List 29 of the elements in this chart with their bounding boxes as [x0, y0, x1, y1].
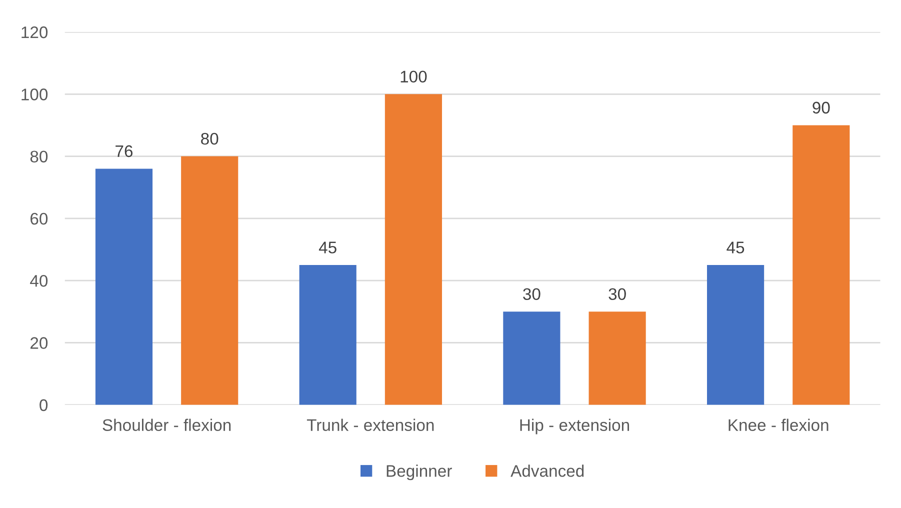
data-label: 90 — [812, 102, 830, 114]
y-tick-label: 40 — [30, 274, 48, 287]
y-tick-label: 0 — [40, 399, 48, 412]
x-tick-label: Shoulder - flexion — [102, 418, 231, 432]
bar — [384, 94, 442, 405]
bar — [707, 265, 764, 405]
bar — [299, 265, 356, 405]
x-tick-label: Trunk - extension — [306, 418, 434, 432]
y-tick-label: 120 — [22, 26, 48, 38]
bar — [792, 125, 850, 405]
data-label: 30 — [523, 288, 540, 300]
bar — [588, 312, 646, 405]
x-tick-label: Knee - flexion — [728, 418, 828, 432]
bar — [503, 312, 560, 405]
y-tick-label: 60 — [30, 212, 48, 225]
data-label: 100 — [400, 70, 427, 83]
y-tick-label: 100 — [22, 88, 48, 100]
data-label: 80 — [201, 132, 218, 145]
data-label: 45 — [318, 242, 336, 254]
data-label: 76 — [116, 145, 133, 158]
data-label: 45 — [726, 242, 744, 254]
bar — [95, 168, 153, 405]
y-tick-label: 80 — [30, 150, 48, 162]
data-label: 30 — [608, 288, 626, 300]
legend-label: Advanced — [510, 464, 584, 477]
y-tick-label: 20 — [30, 337, 48, 349]
x-tick-label: Hip - extension — [520, 418, 630, 434]
legend-label: Beginner — [386, 464, 452, 480]
bar — [181, 156, 238, 405]
